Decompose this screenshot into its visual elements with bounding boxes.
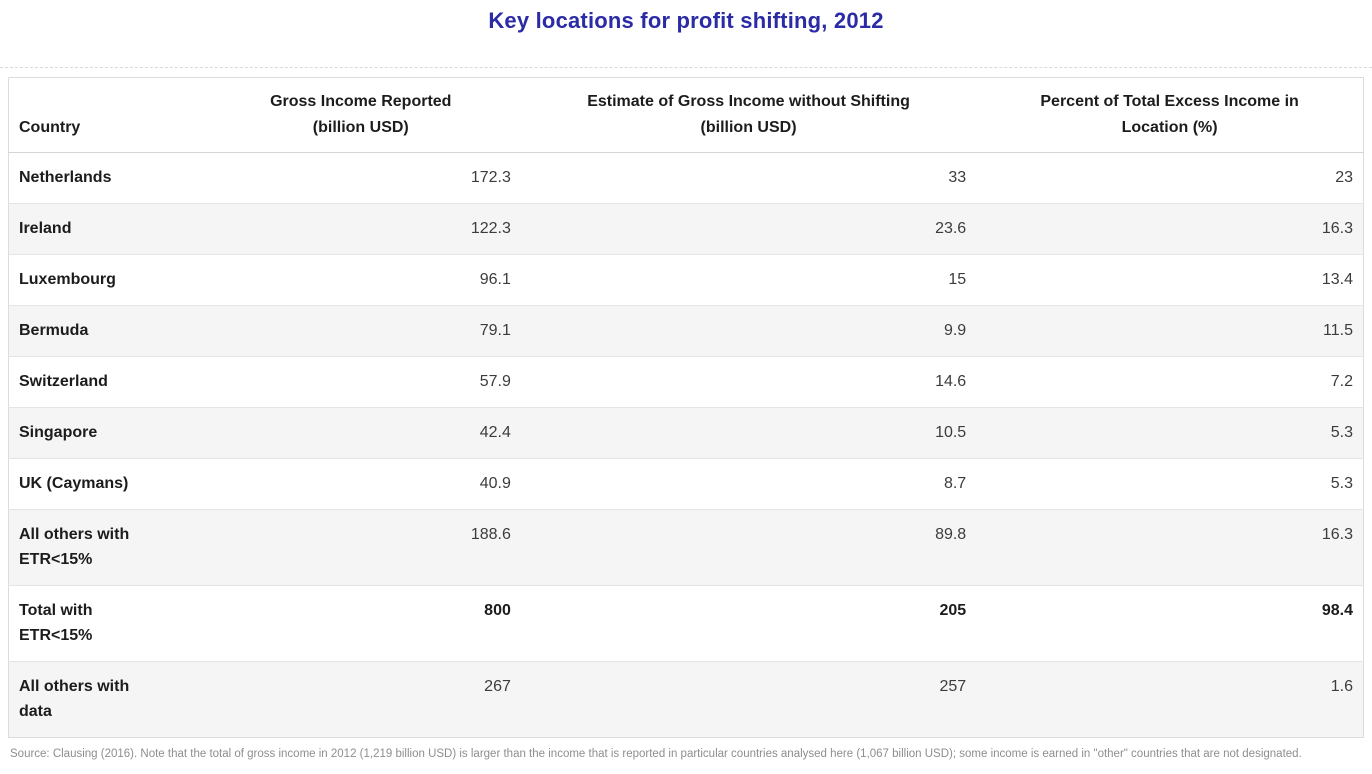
estimate-cell: 89.8 xyxy=(520,509,977,586)
table-row: Luxembourg 96.1 15 13.4 xyxy=(8,254,1364,306)
column-header-estimate-without-shifting: Estimate of Gross Income without Shiftin… xyxy=(520,77,977,153)
country-cell: Singapore xyxy=(8,407,201,459)
gross-income-cell: 57.9 xyxy=(200,356,521,408)
estimate-cell: 10.5 xyxy=(520,407,977,459)
percent-cell: 16.3 xyxy=(976,203,1364,255)
country-cell: Ireland xyxy=(8,203,201,255)
table-row-total: Total with ETR<15% 800 205 98.4 xyxy=(8,585,1364,662)
percent-cell: 23 xyxy=(1335,169,1353,186)
title-divider xyxy=(0,67,1372,68)
column-header-percent-excess-income: Percent of Total Excess Income in Locati… xyxy=(976,77,1364,153)
table-row: All others with ETR<15% 188.6 89.8 16.3 xyxy=(8,509,1364,586)
table-row: Switzerland 57.9 14.6 7.2 xyxy=(8,356,1364,408)
table-row: Ireland 122.3 23.6 16.3 xyxy=(8,203,1364,255)
gross-income-cell: 79.1 xyxy=(200,305,521,357)
estimate-cell: 205 xyxy=(520,585,977,662)
table-row: All others with data 267 257 1.6 xyxy=(8,661,1364,738)
page-title: Key locations for profit shifting, 2012 xyxy=(488,8,884,33)
table-row: Netherlands 172.3 33 23 xyxy=(9,153,1364,204)
table-row: UK (Caymans) 40.9 8.7 5.3 xyxy=(8,458,1364,510)
estimate-cell: 257 xyxy=(520,661,977,738)
percent-cell: 1.6 xyxy=(976,661,1364,738)
gross-income-cell: 96.1 xyxy=(200,254,521,306)
country-cell: Netherlands xyxy=(19,169,112,186)
estimate-cell: 9.9 xyxy=(520,305,977,357)
percent-cell: 16.3 xyxy=(976,509,1364,586)
estimate-cell: 15 xyxy=(520,254,977,306)
gross-income-cell: 267 xyxy=(200,661,521,738)
estimate-cell: 8.7 xyxy=(520,458,977,510)
percent-cell: 98.4 xyxy=(976,585,1364,662)
table-row: Singapore 42.4 10.5 5.3 xyxy=(8,407,1364,459)
country-cell: UK (Caymans) xyxy=(8,458,201,510)
column-header-gross-income: Gross Income Reported (billion USD) xyxy=(200,77,521,153)
percent-cell: 7.2 xyxy=(976,356,1364,408)
gross-income-cell: 800 xyxy=(200,585,521,662)
country-cell: Luxembourg xyxy=(8,254,201,306)
country-cell: Total with ETR<15% xyxy=(8,585,201,662)
gross-income-cell: 172.3 xyxy=(470,169,511,186)
gross-income-cell: 42.4 xyxy=(200,407,521,459)
country-cell: Bermuda xyxy=(8,305,201,357)
country-cell: All others with data xyxy=(8,661,201,738)
gross-income-cell: 40.9 xyxy=(200,458,521,510)
percent-cell: 5.3 xyxy=(976,458,1364,510)
table-header-row: Country Gross Income Reported (billion U… xyxy=(8,77,1364,153)
estimate-cell: 33 xyxy=(948,169,967,186)
gross-income-cell: 122.3 xyxy=(200,203,521,255)
estimate-cell: 14.6 xyxy=(520,356,977,408)
percent-cell: 11.5 xyxy=(976,305,1364,357)
profit-shifting-table: Country Gross Income Reported (billion U… xyxy=(8,77,1364,738)
percent-cell: 13.4 xyxy=(976,254,1364,306)
country-cell: Switzerland xyxy=(8,356,201,408)
source-note: Source: Clausing (2016). Note that the t… xyxy=(10,748,1302,760)
percent-cell: 5.3 xyxy=(976,407,1364,459)
gross-income-cell: 188.6 xyxy=(200,509,521,586)
estimate-cell: 23.6 xyxy=(520,203,977,255)
table-row: Bermuda 79.1 9.9 11.5 xyxy=(8,305,1364,357)
column-header-country: Country xyxy=(8,77,201,153)
country-cell: All others with ETR<15% xyxy=(8,509,201,586)
